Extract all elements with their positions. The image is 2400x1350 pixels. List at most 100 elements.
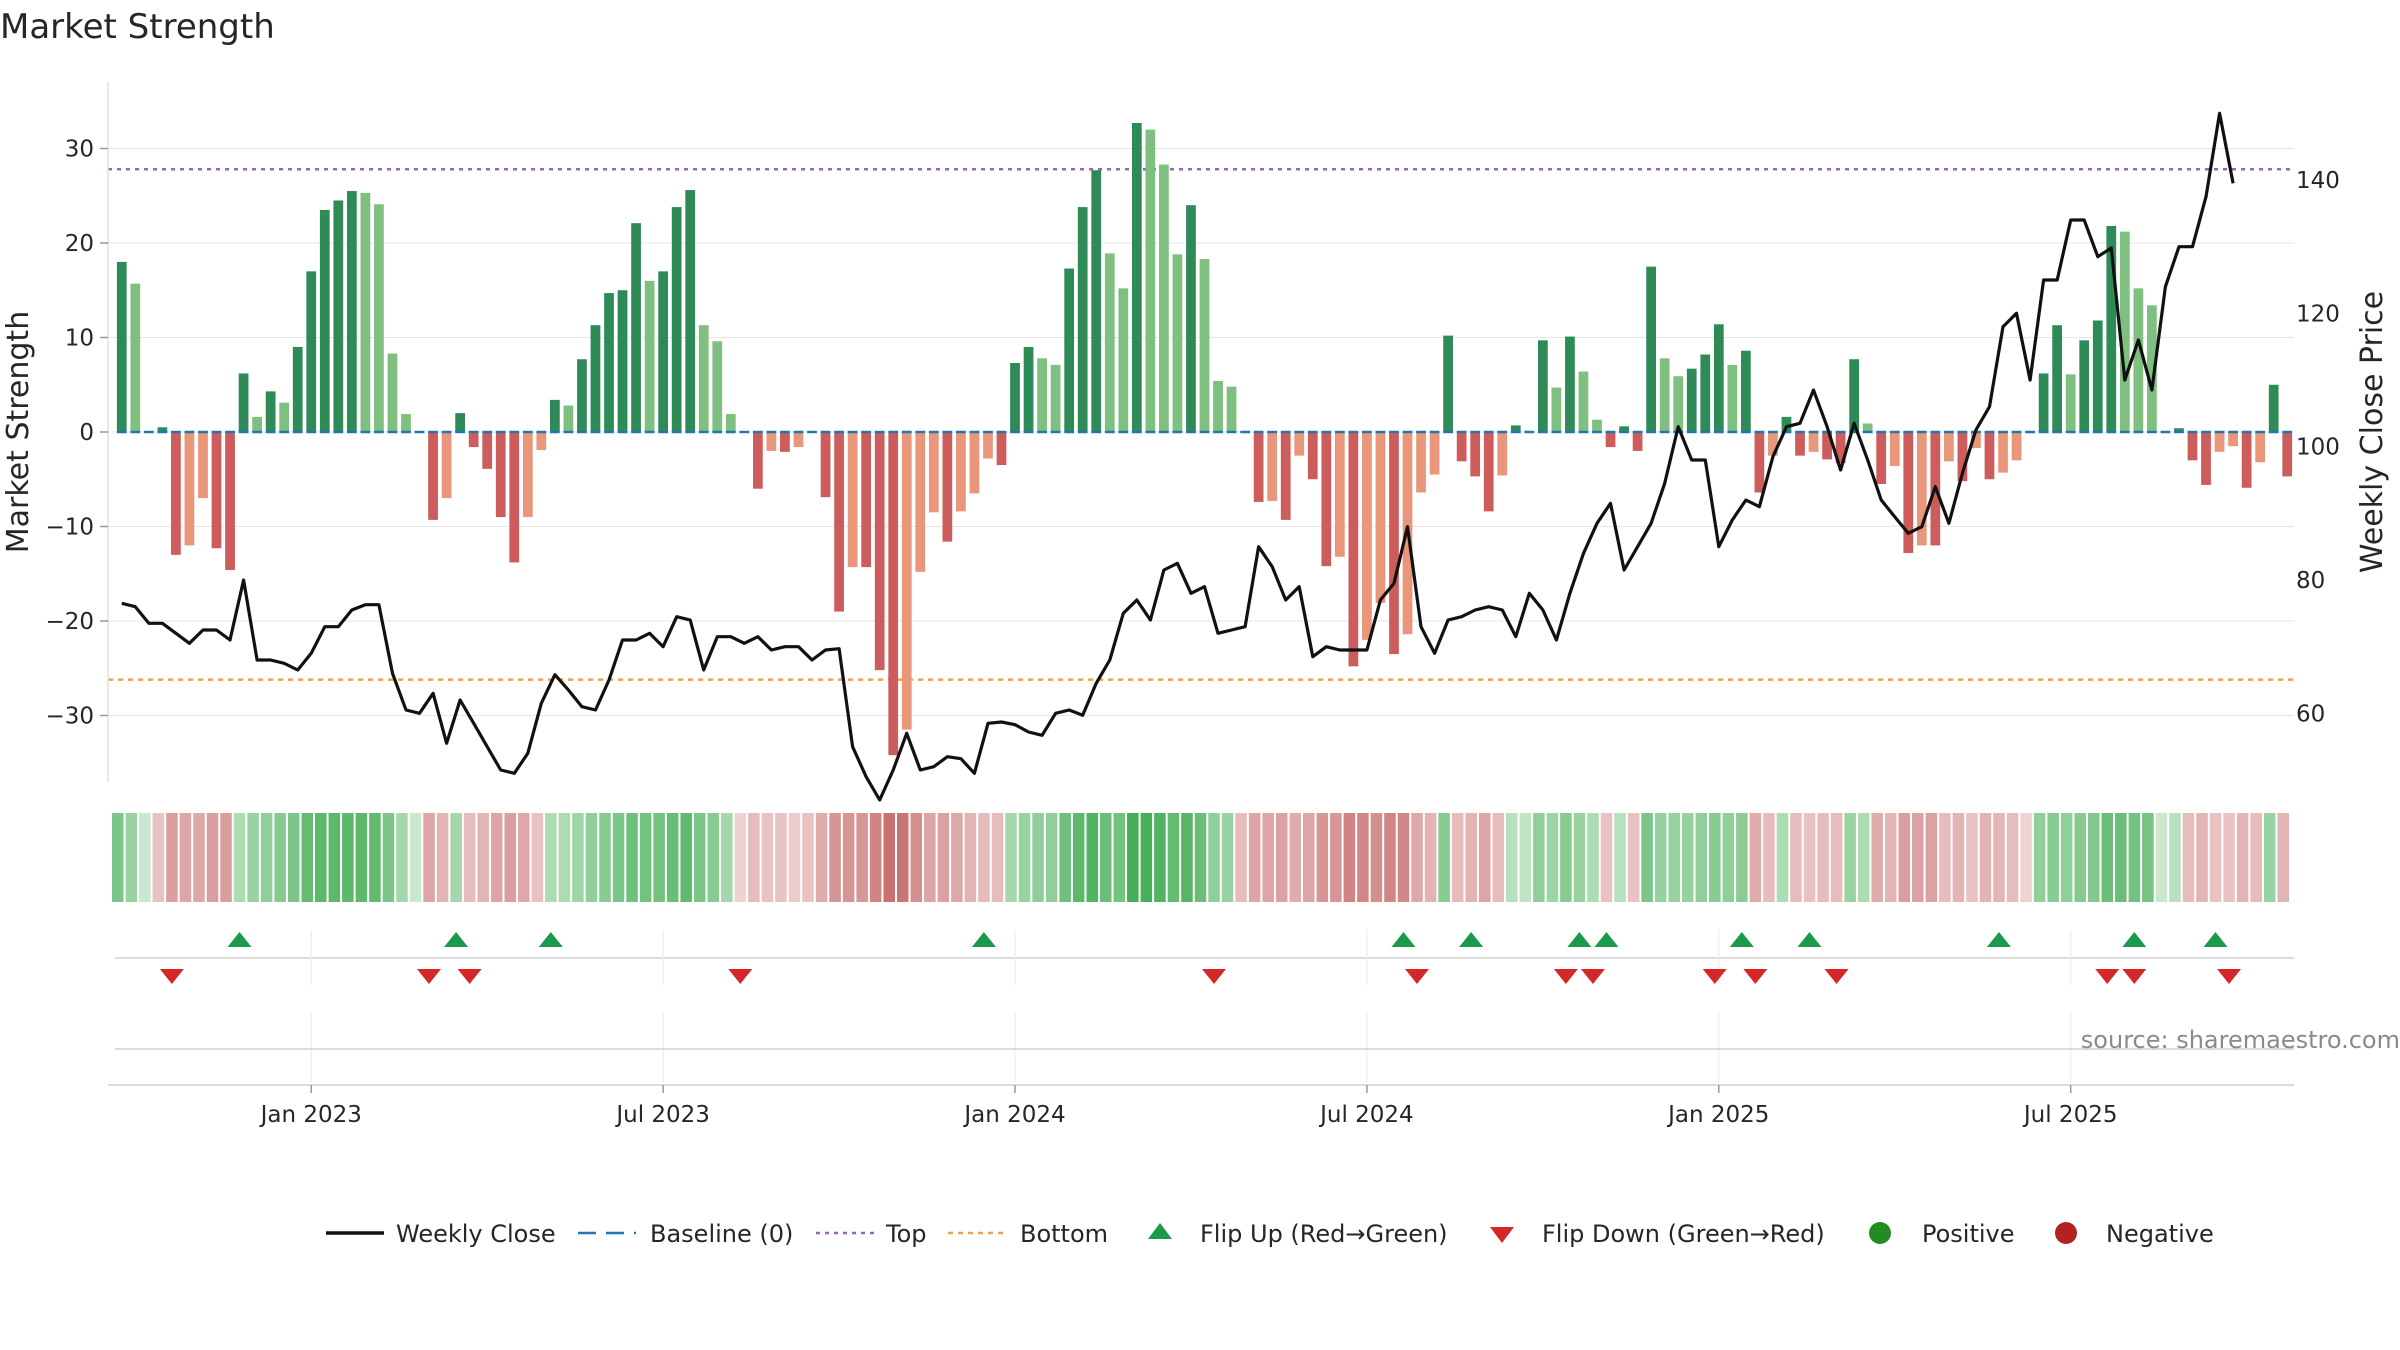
weekly-close-line <box>121 111 2235 802</box>
strength-bar <box>211 432 222 549</box>
strength-bar <box>1199 259 1210 432</box>
strength-bar <box>1659 358 1670 432</box>
strength-bar <box>184 432 195 546</box>
heat-cell <box>342 813 354 902</box>
heat-cell <box>1099 813 1112 902</box>
strength-bar <box>1294 432 1305 456</box>
y2-tick-label: 100 <box>2296 435 2340 461</box>
strength-bar <box>658 271 669 432</box>
strength-bar <box>956 432 966 512</box>
strength-bar <box>983 432 993 459</box>
strength-bar <box>725 414 736 432</box>
heat-cell <box>450 813 462 902</box>
y2-tick-label: 140 <box>2296 168 2340 194</box>
heat-cell <box>301 813 314 902</box>
strength-bar <box>1754 432 1765 493</box>
heat-cell <box>639 813 652 902</box>
heat-cell <box>2277 813 2289 902</box>
heat-cell <box>572 813 584 902</box>
strength-bar <box>387 353 398 432</box>
legend-item-negative: Negative <box>2055 1220 2214 1248</box>
heat-cell <box>2087 813 2100 902</box>
heat-cell <box>1492 813 1505 902</box>
strength-bar <box>1727 364 1738 432</box>
strength-bar <box>1226 386 1237 432</box>
legend-label: Positive <box>1922 1220 2015 1248</box>
strength-bar <box>116 261 127 432</box>
heat-cell <box>436 813 449 902</box>
heat-cell <box>1357 813 1369 902</box>
flip-down-marker <box>1553 969 1578 984</box>
strength-bar <box>1822 432 1832 460</box>
strength-bar <box>428 432 438 520</box>
heat-cell <box>1140 813 1153 902</box>
strength-bar <box>780 432 790 452</box>
heat-cell <box>206 813 219 902</box>
strength-bar <box>766 432 777 451</box>
heat-cell <box>2060 813 2073 902</box>
heat-cell <box>626 813 638 902</box>
heat-cell <box>666 813 679 902</box>
heat-cell <box>409 813 422 902</box>
strength-bar <box>996 432 1007 466</box>
strength-bar <box>604 293 614 432</box>
heat-cell <box>896 813 909 902</box>
heat-cell <box>734 813 747 902</box>
strength-bar <box>1429 432 1440 475</box>
heat-cell <box>328 813 341 902</box>
strength-bar <box>1713 324 1724 432</box>
strength-bar <box>198 432 208 499</box>
strength-bar <box>617 290 628 432</box>
flip-up-marker <box>2203 932 2228 947</box>
heat-cell <box>1438 813 1450 902</box>
heat-cell <box>842 813 855 902</box>
strength-bar <box>292 346 303 432</box>
heat-cell <box>463 813 476 902</box>
strength-bar <box>1321 432 1332 567</box>
strength-bar <box>2052 325 2063 432</box>
heat-cell <box>1695 813 1708 902</box>
legend-label: Flip Down (Green→Red) <box>1542 1220 1825 1248</box>
strength-bar <box>1213 380 1223 432</box>
heat-cell <box>139 813 151 902</box>
legend-label: Bottom <box>1020 1220 1108 1248</box>
strength-bar <box>942 432 953 542</box>
flip-down-marker <box>1824 969 1849 984</box>
heat-cell <box>2250 813 2262 902</box>
strength-bar <box>1159 164 1169 432</box>
strength-bar <box>1889 432 1900 467</box>
heat-cell <box>1506 813 1518 902</box>
strength-bars <box>116 122 2293 756</box>
heat-cell <box>2006 813 2019 902</box>
strength-bar <box>1118 288 1129 432</box>
x-tick-label: Jan 2024 <box>962 1102 1065 1128</box>
heat-cell <box>1884 813 1897 902</box>
empty-lower-panel <box>108 1012 2294 1086</box>
x-tick-label: Jan 2023 <box>259 1102 362 1128</box>
heat-cell <box>1979 813 1992 902</box>
strength-bar <box>2201 432 2211 485</box>
heat-cell <box>1912 813 1924 902</box>
strength-bar <box>346 191 357 432</box>
y-axis-label: Market Strength <box>1 311 36 553</box>
strength-bar <box>1470 432 1481 477</box>
strength-bar <box>644 280 655 432</box>
heat-cell <box>1005 813 1017 902</box>
legend-item-baseline: Baseline (0) <box>578 1220 793 1248</box>
strength-bar <box>928 432 939 513</box>
strength-bar <box>712 341 723 432</box>
heat-cell <box>1993 813 2005 902</box>
heat-cell <box>653 813 665 902</box>
flip-down-marker <box>2122 969 2147 984</box>
chart-title: Market Strength <box>0 7 275 47</box>
strength-bar <box>279 402 290 432</box>
strength-bar <box>522 432 533 518</box>
strength-bar <box>2174 428 2184 432</box>
strength-bar <box>1971 432 1981 449</box>
flip-down-marker <box>728 969 753 984</box>
flip-down-marker <box>416 969 441 984</box>
heat-cell <box>287 813 300 902</box>
flip-up-marker <box>1459 932 1484 947</box>
heat-cell <box>166 813 178 902</box>
strength-bar <box>563 405 574 432</box>
